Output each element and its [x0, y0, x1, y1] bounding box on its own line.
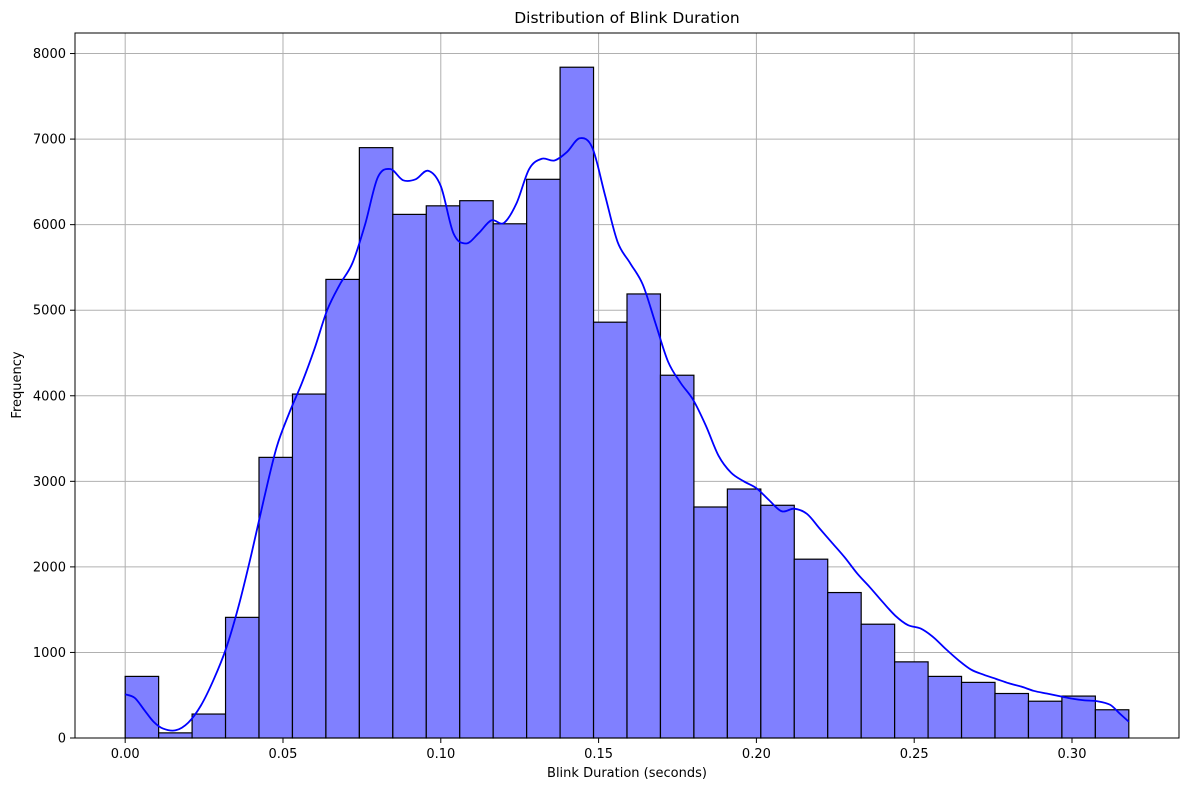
histogram-bar [291, 393, 327, 739]
histogram-bar [894, 661, 929, 739]
histogram-bar [793, 558, 829, 739]
y-tick-label: 0 [58, 732, 66, 747]
chart-title: Distribution of Blink Duration [514, 9, 740, 27]
y-tick-label: 6000 [33, 218, 66, 233]
x-tick-label: 0.30 [1058, 747, 1087, 762]
histogram-bar [158, 732, 193, 739]
bars-layer [124, 66, 1130, 739]
plot-frame [74, 32, 1180, 739]
histogram-bar [492, 223, 528, 739]
x-tick-label: 0.00 [111, 747, 140, 762]
ticks-layer: 0.00 0.05 0.10 0.15 0.20 0.25 0.30 0 1000 2000 300… [33, 47, 1087, 762]
axes-layer [74, 32, 1180, 739]
y-tick-label: 1000 [33, 646, 66, 661]
histogram-bar [459, 200, 494, 739]
histogram-bar [827, 591, 862, 739]
y-tick-label: 5000 [33, 304, 66, 319]
histogram-bar [760, 504, 795, 739]
histogram-bar [860, 623, 896, 739]
y-tick-label: 7000 [33, 133, 66, 148]
histogram-bar [592, 321, 628, 739]
y-tick-label: 3000 [33, 475, 66, 490]
histogram-bar [693, 506, 728, 739]
histogram-bar [358, 147, 394, 739]
histogram-bar [659, 374, 695, 739]
histogram-bar [927, 675, 963, 739]
y-tick-label: 8000 [33, 47, 66, 62]
x-axis-label: Blink Duration (seconds) [547, 766, 707, 781]
histogram-bar [726, 488, 762, 739]
x-tick-label: 0.10 [426, 747, 455, 762]
y-axis-label: Frequency [10, 351, 25, 418]
histogram-bar [392, 213, 427, 739]
histogram-bar [1027, 700, 1063, 739]
histogram-bar [626, 293, 662, 739]
histogram-bar [559, 66, 595, 739]
histogram-bar [1061, 695, 1096, 739]
histogram-bar [191, 713, 227, 739]
histogram-bar [960, 681, 996, 739]
x-tick-label: 0.15 [584, 747, 613, 762]
histogram-bar [1094, 709, 1130, 739]
y-tick-label: 2000 [33, 560, 66, 575]
histogram-bar [425, 205, 461, 739]
x-tick-label: 0.25 [900, 747, 929, 762]
x-tick-label: 0.05 [269, 747, 298, 762]
y-tick-label: 4000 [33, 389, 66, 404]
histogram-bar [325, 278, 360, 739]
kde-curve [124, 137, 1130, 732]
kde-layer [124, 137, 1130, 732]
histogram-bar [994, 692, 1030, 739]
histogram-bar [526, 178, 561, 739]
x-tick-label: 0.20 [742, 747, 771, 762]
